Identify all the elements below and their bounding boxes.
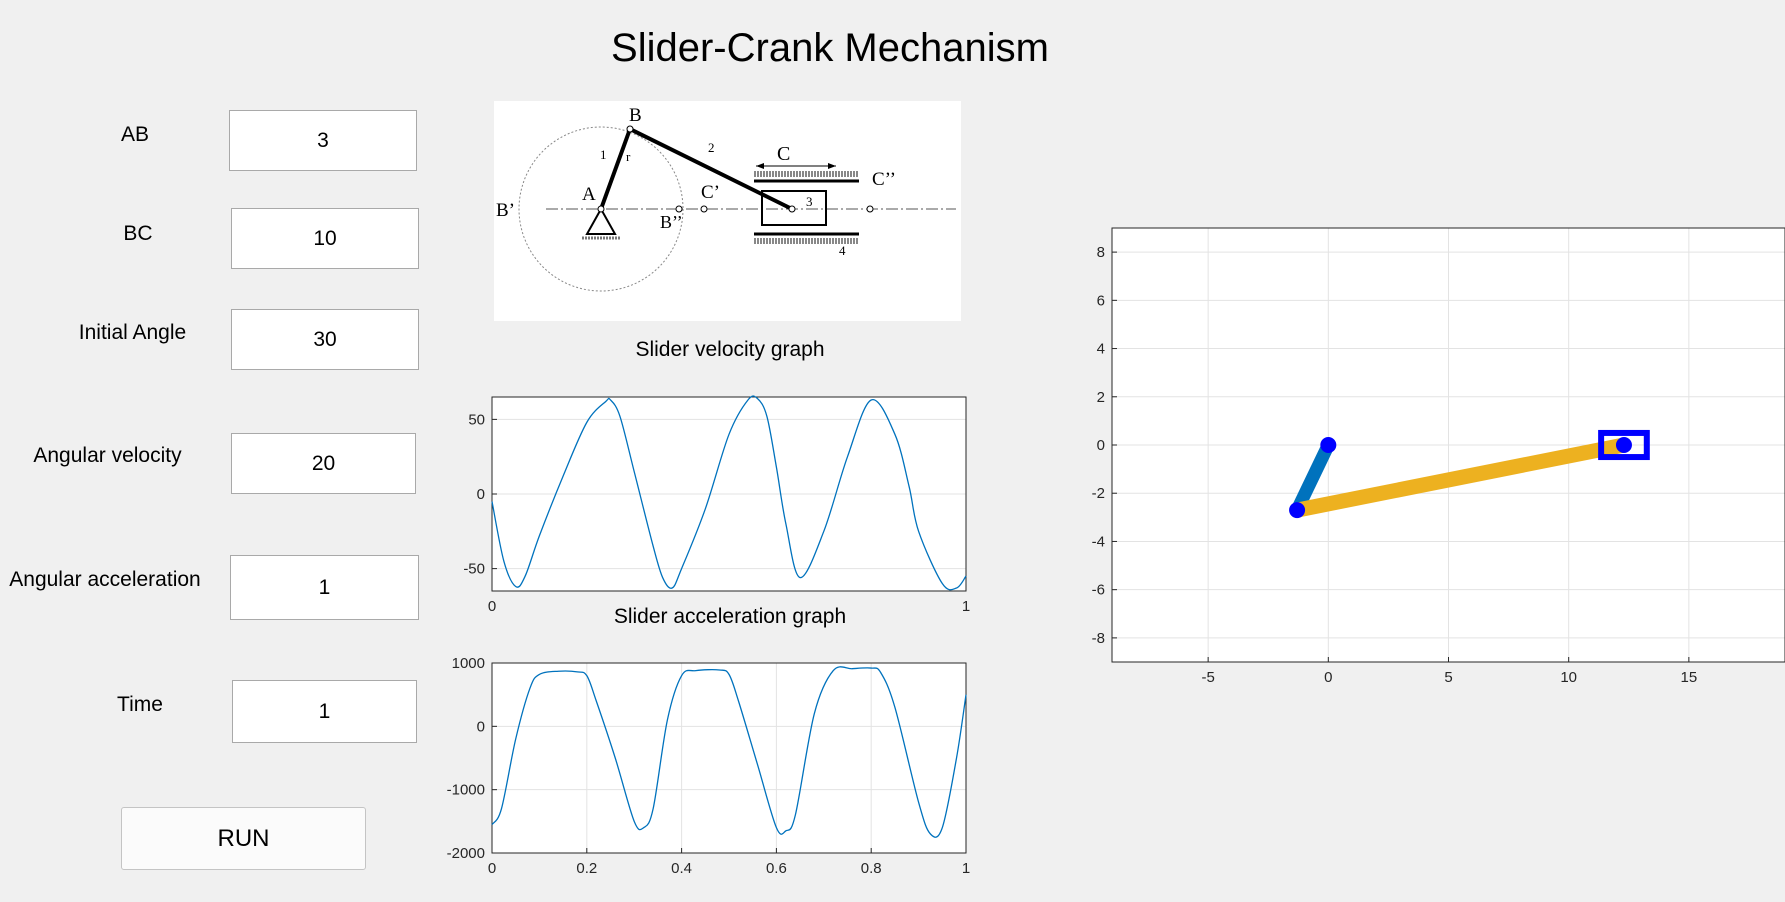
mechanism-ytick-label: 6 (1097, 292, 1105, 309)
point-c-prime (700, 205, 708, 213)
slider-block (1598, 429, 1650, 461)
acceleration-xtick-label: 0.4 (671, 860, 692, 877)
acceleration-ytick-label: 1000 (452, 655, 485, 672)
mechanism-xtick-label: -5 (1201, 669, 1214, 686)
mechanism-ytick-label: -4 (1092, 533, 1105, 550)
label-angular-acceleration: Angular acceleration (9, 568, 201, 591)
initial-angle-field[interactable]: 30 (231, 309, 419, 370)
mechanism-ytick-label: 0 (1097, 437, 1105, 454)
angular-velocity-field[interactable]: 20 (231, 433, 416, 494)
mechanism-ytick-label: -2 (1092, 485, 1105, 502)
mechanism-ytick-label: -8 (1092, 630, 1105, 647)
acceleration-xtick-label: 1 (962, 860, 970, 877)
connecting-rod-link (629, 127, 793, 211)
ground-pivot-icon (585, 206, 617, 235)
run-button[interactable]: RUN (121, 807, 366, 870)
pivot-c (788, 205, 796, 213)
label-link-3: 3 (806, 194, 813, 209)
joint-marker (1289, 502, 1306, 519)
crank-path-circle (518, 126, 684, 292)
mechanism-schematic: B A B’ B’’ C’ C’’ C 1 r 2 3 4 (494, 101, 961, 321)
velocity-xtick-label: 0 (488, 598, 496, 615)
label-link-4: 4 (839, 243, 846, 258)
label-bc: BC (123, 222, 153, 245)
app-title: Slider-Crank Mechanism (611, 26, 1049, 70)
schematic-background (494, 101, 961, 321)
acceleration-xtick-label: 0.6 (766, 860, 787, 877)
pivot-a (597, 205, 605, 213)
acceleration-series-line (491, 666, 967, 838)
acceleration-axes-box (491, 662, 967, 854)
acceleration-ytick-label: 0 (477, 718, 485, 735)
label-angular-velocity: Angular velocity (33, 444, 182, 467)
acceleration-plot-area (492, 663, 966, 853)
point-b-dprime (675, 205, 683, 213)
time-field[interactable]: 1 (232, 680, 417, 743)
label-c-dprime: C’’ (872, 169, 896, 190)
acceleration-xtick-label: 0.2 (576, 860, 597, 877)
velocity-ytick-label: -50 (463, 561, 485, 578)
mechanism-ytick-label: 4 (1097, 341, 1105, 358)
crank-link (1291, 442, 1335, 513)
velocity-graph-title: Slider velocity graph (635, 338, 825, 361)
label-initial-angle: Initial Angle (78, 321, 187, 344)
label-b: B (629, 105, 642, 126)
mechanism-ytick-label: -6 (1092, 582, 1105, 599)
mechanism-xtick-label: 5 (1444, 669, 1452, 686)
pivot-b (626, 125, 634, 133)
label-a: A (582, 184, 596, 205)
mechanism-ytick-label: 8 (1097, 244, 1105, 261)
acceleration-xtick-label: 0 (488, 860, 496, 877)
mechanism-ytick-label: 2 (1097, 389, 1105, 406)
label-b-dprime: B’’ (660, 212, 683, 232)
acceleration-ytick-label: -1000 (447, 782, 485, 799)
angular-acceleration-field[interactable]: 1 (230, 555, 419, 620)
mechanism-xtick-label: 10 (1560, 669, 1577, 686)
label-time: Time (117, 693, 163, 716)
crank-link (599, 128, 632, 210)
velocity-ytick-label: 0 (477, 486, 485, 503)
label-ab: AB (120, 123, 149, 146)
arrow-right-icon (828, 163, 836, 169)
acceleration-xtick-label: 0.8 (861, 860, 882, 877)
bc-field[interactable]: 10 (231, 208, 419, 269)
joint-marker (1615, 437, 1632, 453)
label-c: C (777, 143, 790, 165)
acceleration-graph-title: Slider acceleration graph (613, 605, 847, 628)
mechanism-plot: -5 0 5 10 15 -8 -6 -4 -2 0 2 4 6 8 (1092, 227, 1785, 686)
velocity-ytick-label: 50 (468, 411, 485, 428)
mechanism-xtick-label: 0 (1324, 669, 1332, 686)
label-link-1: 1 (600, 147, 607, 162)
acceleration-ytick-label: -2000 (447, 845, 485, 862)
velocity-chart: 0 1 -50 0 50 (463, 395, 970, 615)
point-c-dprime (866, 205, 874, 213)
ab-field[interactable]: 3 (229, 110, 417, 171)
connecting-rod-link (1295, 437, 1626, 518)
joint-marker (1320, 437, 1337, 453)
label-r: r (626, 149, 631, 164)
velocity-series-line (491, 395, 967, 591)
label-c-prime: C’ (701, 182, 720, 203)
arrow-left-icon (756, 163, 764, 169)
velocity-xtick-label: 1 (962, 598, 970, 615)
mechanism-xtick-label: 15 (1681, 669, 1698, 686)
label-b-prime: B’ (496, 200, 515, 221)
slider-block (761, 190, 827, 226)
label-link-2: 2 (708, 140, 715, 155)
acceleration-chart: 0 0.2 0.4 0.6 0.8 1 -2000 -1000 0 1000 (447, 655, 971, 877)
